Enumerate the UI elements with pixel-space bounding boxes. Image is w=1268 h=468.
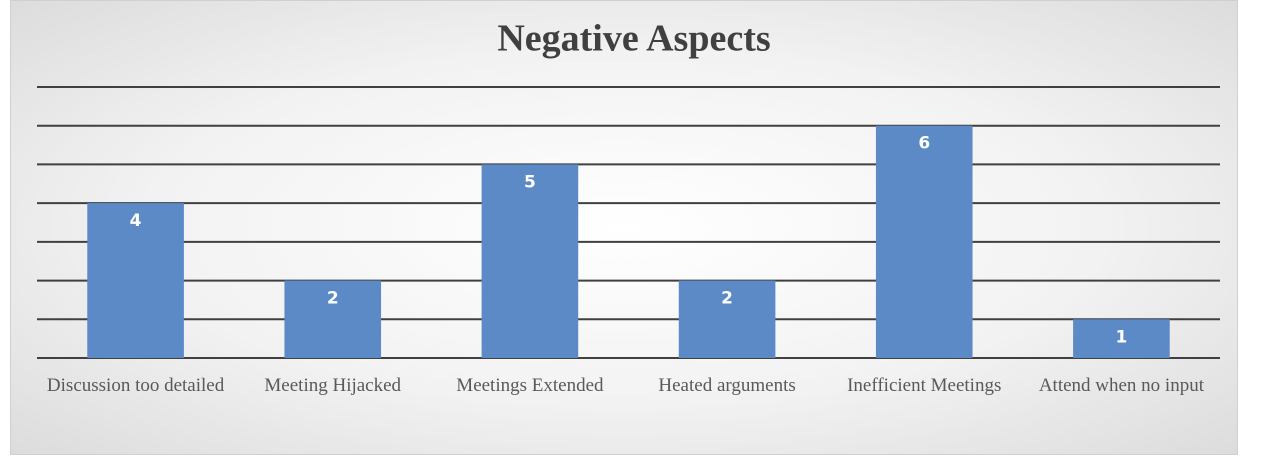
x-tick-label: Meeting Hijacked	[264, 375, 402, 396]
x-tick-label: Meetings Extended	[456, 375, 604, 396]
data-label: 1	[1115, 327, 1127, 347]
data-label: 6	[918, 134, 930, 154]
bar	[481, 164, 579, 358]
bar	[875, 125, 973, 358]
data-label: 2	[721, 289, 733, 309]
x-tick-label: Discussion too detailed	[46, 375, 225, 396]
data-label: 4	[130, 211, 142, 231]
chart-background	[10, 0, 1238, 455]
data-label: 5	[524, 172, 536, 192]
bar	[1073, 319, 1170, 358]
x-tick-label: Inefficient Meetings	[847, 375, 1002, 396]
x-tick-label: Heated arguments	[658, 375, 796, 396]
bar	[678, 280, 776, 358]
x-tick-label: Attend when no input	[1038, 375, 1204, 396]
data-label: 2	[327, 289, 339, 309]
chart-title: Negative Aspects	[497, 18, 770, 60]
bar	[87, 203, 184, 358]
bar	[284, 280, 382, 358]
